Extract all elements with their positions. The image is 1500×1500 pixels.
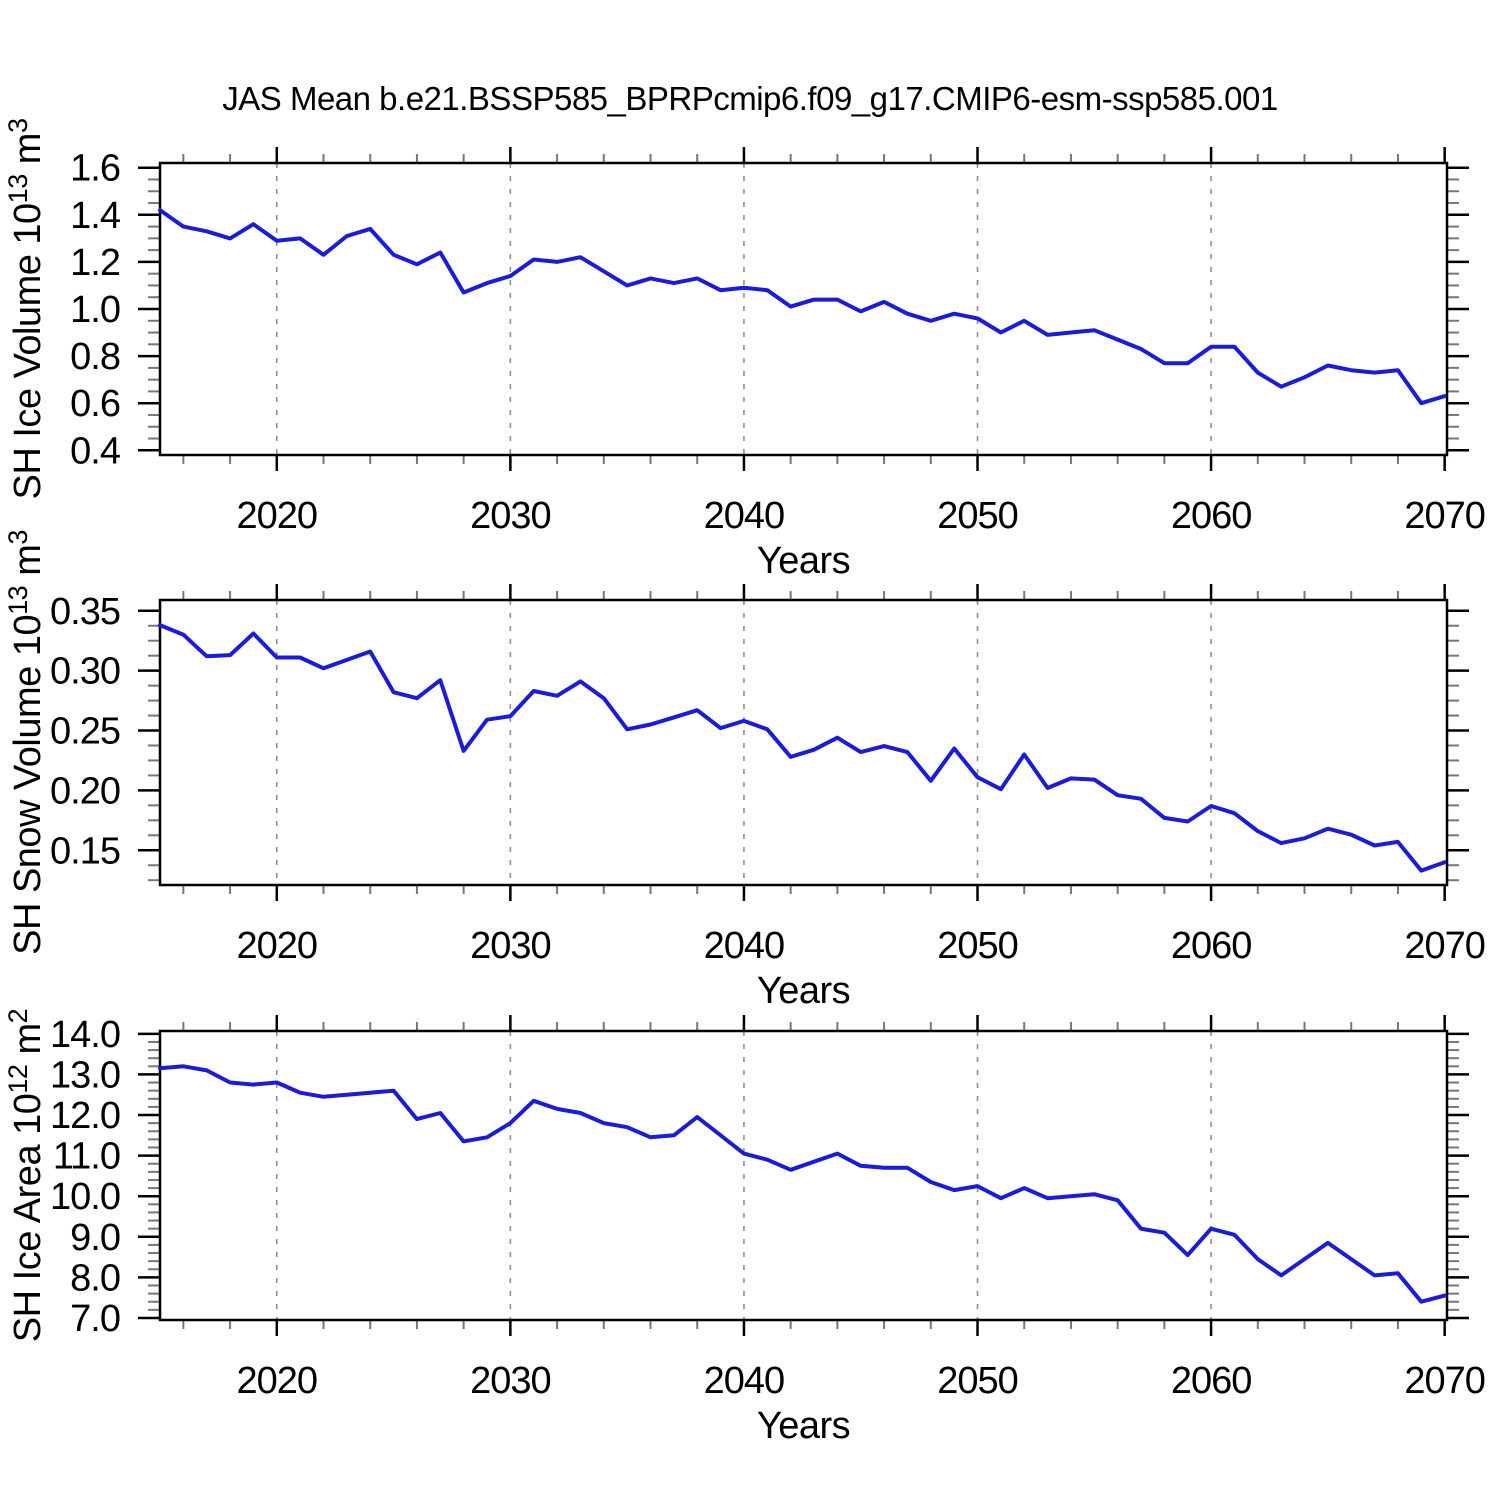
y-tick-label-12.0: 12.0 <box>50 1095 120 1137</box>
plot-frame <box>158 161 1449 457</box>
y-tick-label-14.0: 14.0 <box>50 1014 120 1056</box>
x-tick-label-2030: 2030 <box>470 925 551 967</box>
y-tick-label-0.8: 0.8 <box>70 336 120 378</box>
y-tick-label-0.6: 0.6 <box>70 383 120 425</box>
y-tick-label-11.0: 11.0 <box>53 1136 120 1178</box>
y-tick-label-1.6: 1.6 <box>70 148 120 190</box>
x-tick-label-2040: 2040 <box>704 1360 785 1402</box>
x-tick-label-2070: 2070 <box>1404 925 1485 967</box>
x-tick-label-2050: 2050 <box>937 925 1018 967</box>
plot-frame <box>158 598 1449 887</box>
y-tick-label-0.30: 0.30 <box>50 651 120 693</box>
panel-sh-ice-volume: 2020 2030 2040 2050 2060 2070 0.4 0.6 0.8 1.0 1.2 1… <box>3 119 1486 582</box>
x-axis-label: Years <box>757 1405 850 1447</box>
x-tick-label-2060: 2060 <box>1171 1360 1252 1402</box>
x-tick-label-2020: 2020 <box>237 925 318 967</box>
sh-ice-volume-line <box>158 208 1447 406</box>
x-tick-label-2060: 2060 <box>1171 495 1252 537</box>
x-tick-label-2020: 2020 <box>237 1360 318 1402</box>
y-tick-label-1.4: 1.4 <box>70 195 121 237</box>
y-tick-label-0.15: 0.15 <box>50 830 120 872</box>
y-tick-label-0.35: 0.35 <box>50 591 120 633</box>
plot-frame <box>158 1029 1449 1322</box>
figure-title: JAS Mean b.e21.BSSP585_BPRPcmip6.f09_g17… <box>222 80 1278 117</box>
sh-snow-volume-line <box>158 623 1447 873</box>
y-axis-label: SH Ice Area 1012 m2 <box>3 1009 49 1342</box>
y-tick-label-13.0: 13.0 <box>50 1054 120 1096</box>
x-tick-label-2030: 2030 <box>470 1360 551 1402</box>
y-tick-label-0.20: 0.20 <box>50 770 120 812</box>
y-tick-label-0.4: 0.4 <box>70 430 121 472</box>
y-tick-label-10.0: 10.0 <box>50 1176 120 1218</box>
x-tick-label-2040: 2040 <box>704 925 785 967</box>
y-tick-label-1.0: 1.0 <box>70 289 120 331</box>
panel-sh-snow-volume: 2020 2030 2040 2050 2060 2070 0.15 0.20 0.25 0.30… <box>3 530 1486 1012</box>
x-axis-label: Years <box>757 540 850 582</box>
panel-sh-ice-area: 2020 2030 2040 2050 2060 2070 7.08.09.010.011.… <box>3 1009 1486 1447</box>
y-tick-label-7.0: 7.0 <box>70 1298 120 1340</box>
x-tick-label-2020: 2020 <box>237 495 318 537</box>
y-tick-label-8.0: 8.0 <box>70 1257 120 1299</box>
x-tick-label-2040: 2040 <box>704 495 785 537</box>
y-tick-label-9.0: 9.0 <box>70 1217 120 1259</box>
x-tick-label-2050: 2050 <box>937 495 1018 537</box>
y-tick-label-0.25: 0.25 <box>50 711 120 753</box>
sh-ice-area-line <box>158 1064 1447 1304</box>
y-axis-label: SH Snow Volume 1013 m3 <box>3 530 49 955</box>
y-axis-label: SH Ice Volume 1013 m3 <box>3 119 49 500</box>
x-tick-label-2050: 2050 <box>937 1360 1018 1402</box>
x-tick-label-2030: 2030 <box>470 495 551 537</box>
x-tick-label-2060: 2060 <box>1171 925 1252 967</box>
y-tick-label-1.2: 1.2 <box>70 242 120 284</box>
x-axis-label: Years <box>757 970 850 1012</box>
x-tick-label-2070: 2070 <box>1404 1360 1485 1402</box>
x-tick-label-2070: 2070 <box>1404 495 1485 537</box>
